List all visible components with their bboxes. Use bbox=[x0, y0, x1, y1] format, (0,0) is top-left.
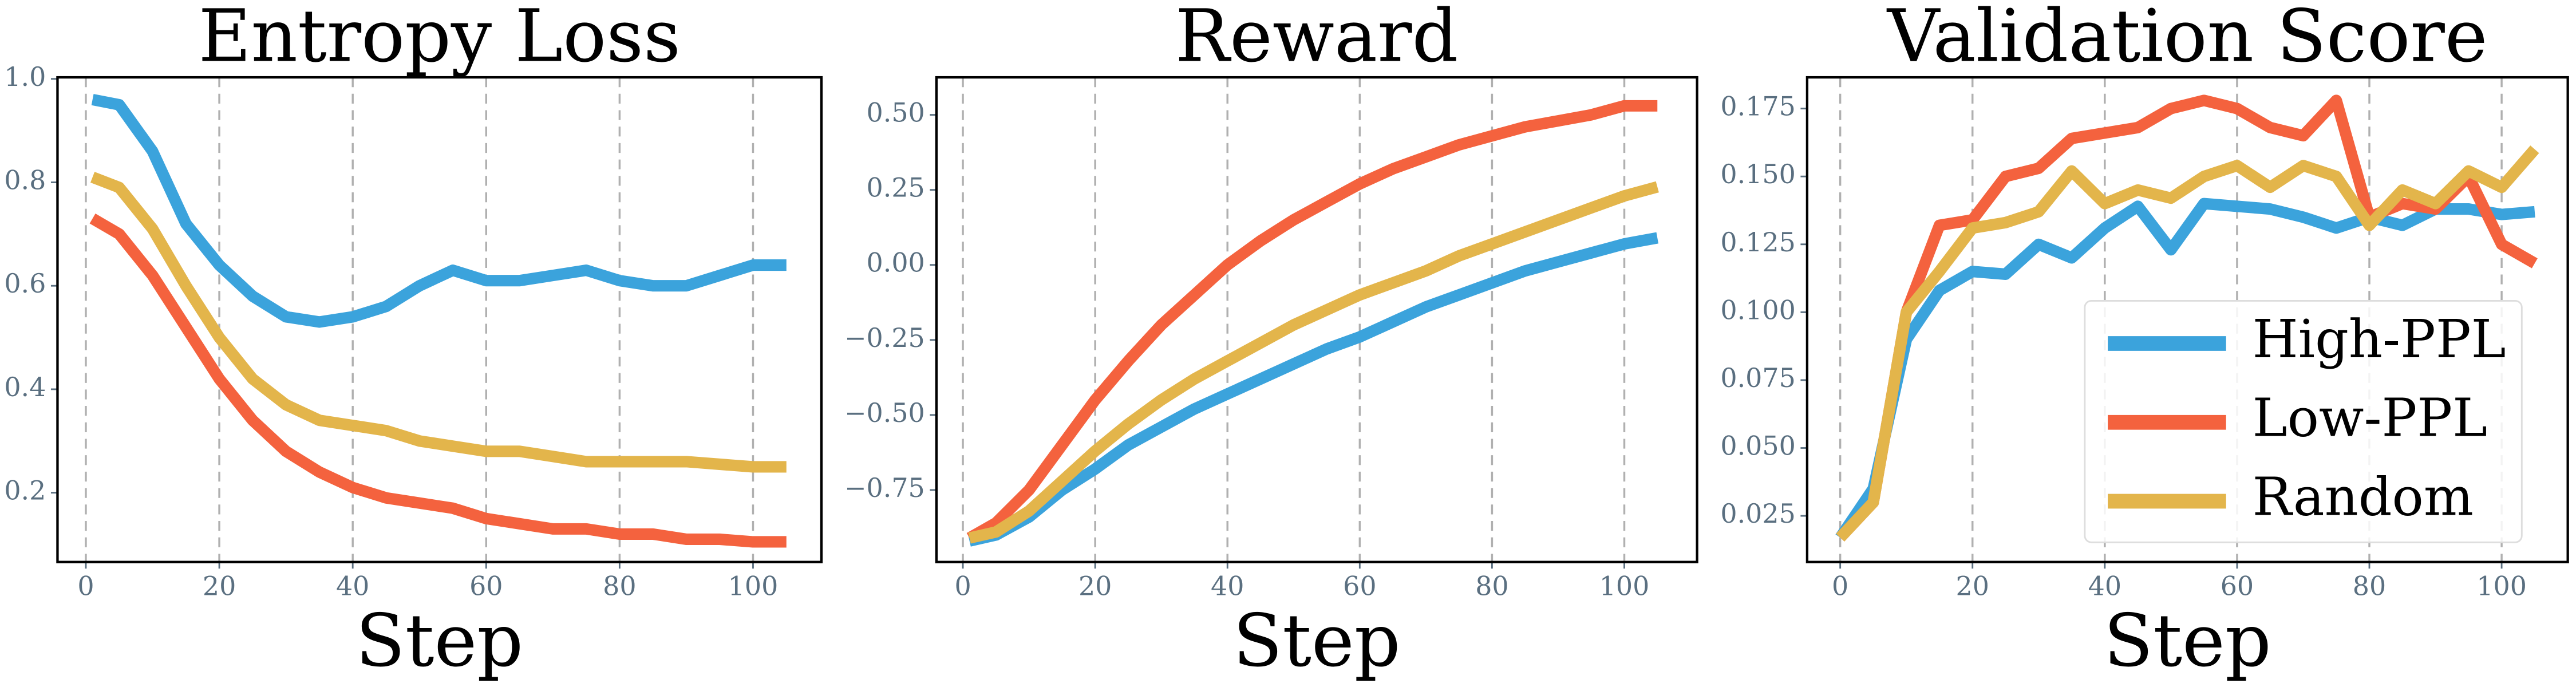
series-line bbox=[1835, 198, 2535, 541]
series-line bbox=[966, 100, 1658, 543]
legend-label: High-PPL bbox=[2253, 309, 2506, 370]
plot-area bbox=[57, 77, 821, 562]
y-tick-label: 0.175 bbox=[1720, 91, 1795, 122]
series-line bbox=[1836, 94, 2538, 542]
x-tick-label: 100 bbox=[728, 571, 779, 602]
x-tick-label: 0 bbox=[1832, 571, 1848, 602]
x-tick-label: 0 bbox=[954, 571, 971, 602]
chart-title: Reward bbox=[1175, 0, 1458, 78]
x-tick-label: 20 bbox=[1078, 571, 1112, 602]
y-tick-label: 0.2 bbox=[4, 475, 46, 506]
x-tick-label: 60 bbox=[1343, 571, 1376, 602]
y-tick-label: 0.00 bbox=[867, 247, 925, 278]
series-line bbox=[1836, 145, 2539, 542]
x-tick-label: 40 bbox=[2088, 571, 2121, 602]
x-tick-label: 40 bbox=[336, 571, 369, 602]
plot-frame bbox=[935, 76, 1698, 563]
y-tick-label: 0.8 bbox=[4, 164, 46, 195]
x-tick-label: 100 bbox=[1599, 571, 1650, 602]
legend-label: Random bbox=[2253, 466, 2474, 527]
panel: Entropy Loss Step 0 20 40 60 80 100 0.2 0.4 0.6 0.8… bbox=[4, 0, 823, 683]
y-tick-label: −0.75 bbox=[844, 472, 925, 503]
y-tick-label: 0.125 bbox=[1720, 227, 1795, 258]
panel: Reward Step 0 20 40 60 80 100 −0.75 −0.50 −0.25 0.0… bbox=[844, 0, 1698, 683]
series-line bbox=[90, 172, 787, 473]
panel: Validation Score Step 0 20 40 60 80 100 0.025 0.0… bbox=[1720, 0, 2569, 683]
x-axis-label: Step bbox=[355, 599, 523, 683]
x-tick-label: 20 bbox=[203, 571, 236, 602]
plot-frame bbox=[1805, 76, 2569, 563]
x-axis-label: Step bbox=[1233, 599, 1401, 683]
legend-label: Low-PPL bbox=[2253, 388, 2487, 449]
y-tick-label: 0.25 bbox=[867, 172, 925, 203]
chart-title: Validation Score bbox=[1886, 0, 2488, 78]
series-line bbox=[968, 232, 1659, 547]
y-tick-label: 0.150 bbox=[1720, 159, 1795, 189]
x-tick-label: 80 bbox=[2353, 571, 2386, 602]
plot-frame bbox=[56, 76, 823, 563]
y-tick-label: 1.0 bbox=[4, 61, 46, 92]
series-line bbox=[91, 94, 787, 328]
legend-box bbox=[2084, 299, 2523, 543]
x-axis-label: Step bbox=[2104, 599, 2271, 683]
y-tick-label: 0.050 bbox=[1720, 430, 1795, 461]
chart-title: Entropy Loss bbox=[199, 0, 681, 78]
x-tick-label: 100 bbox=[2476, 571, 2527, 602]
x-tick-label: 60 bbox=[2221, 571, 2254, 602]
x-tick-label: 80 bbox=[1475, 571, 1508, 602]
y-tick-label: −0.25 bbox=[844, 322, 925, 353]
y-tick-label: 0.100 bbox=[1720, 294, 1795, 325]
x-tick-label: 0 bbox=[77, 571, 94, 602]
y-tick-label: 0.075 bbox=[1720, 362, 1795, 393]
x-tick-label: 40 bbox=[1211, 571, 1244, 602]
x-tick-label: 20 bbox=[1956, 571, 1989, 602]
x-tick-label: 80 bbox=[603, 571, 636, 602]
y-tick-label: 0.6 bbox=[4, 268, 46, 299]
series-line bbox=[89, 214, 787, 548]
y-tick-label: −0.50 bbox=[844, 397, 925, 428]
y-tick-label: 0.025 bbox=[1720, 498, 1795, 529]
y-tick-label: 0.4 bbox=[4, 372, 46, 402]
series-line bbox=[968, 181, 1659, 544]
x-tick-label: 60 bbox=[469, 571, 503, 602]
y-tick-label: 0.50 bbox=[867, 97, 925, 128]
